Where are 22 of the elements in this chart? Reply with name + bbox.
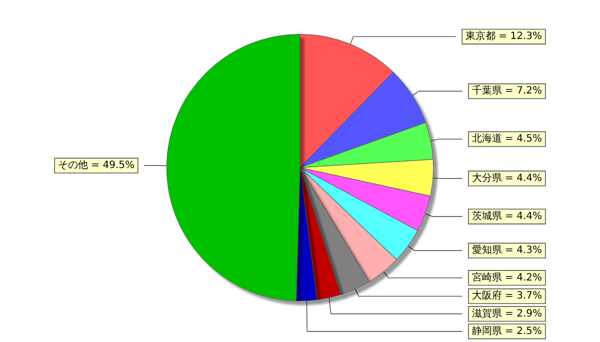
slice-label: 大阪府	[472, 290, 502, 302]
data-label: = 3.7%	[505, 290, 542, 302]
slice-label: 愛知県	[472, 244, 502, 256]
data-label: = 2.9%	[505, 308, 542, 320]
data-label: = 4.4%	[505, 211, 542, 222]
slice-label: 静岡県	[472, 324, 502, 337]
data-label: = 2.5%	[505, 326, 542, 337]
data-label: = 4.5%	[505, 134, 542, 145]
slice-label: 宮崎県	[472, 271, 502, 284]
data-label: = 12.3%	[498, 31, 542, 42]
data-label: = 7.2%	[505, 86, 542, 97]
slice-label: 千葉県	[472, 84, 502, 97]
slice-label: その他	[58, 159, 88, 172]
data-label: = 49.5%	[91, 160, 135, 172]
data-label: = 4.3%	[505, 245, 542, 256]
slice-label: 東京都	[465, 30, 496, 42]
slice-label: 大分県	[472, 172, 502, 184]
data-label: = 4.2%	[505, 272, 542, 284]
slice-label: 茨城県	[472, 210, 502, 222]
slice-label: 北海道	[472, 132, 502, 145]
slice-label: 滋賀県	[472, 307, 502, 320]
data-label: = 4.4%	[505, 172, 542, 184]
